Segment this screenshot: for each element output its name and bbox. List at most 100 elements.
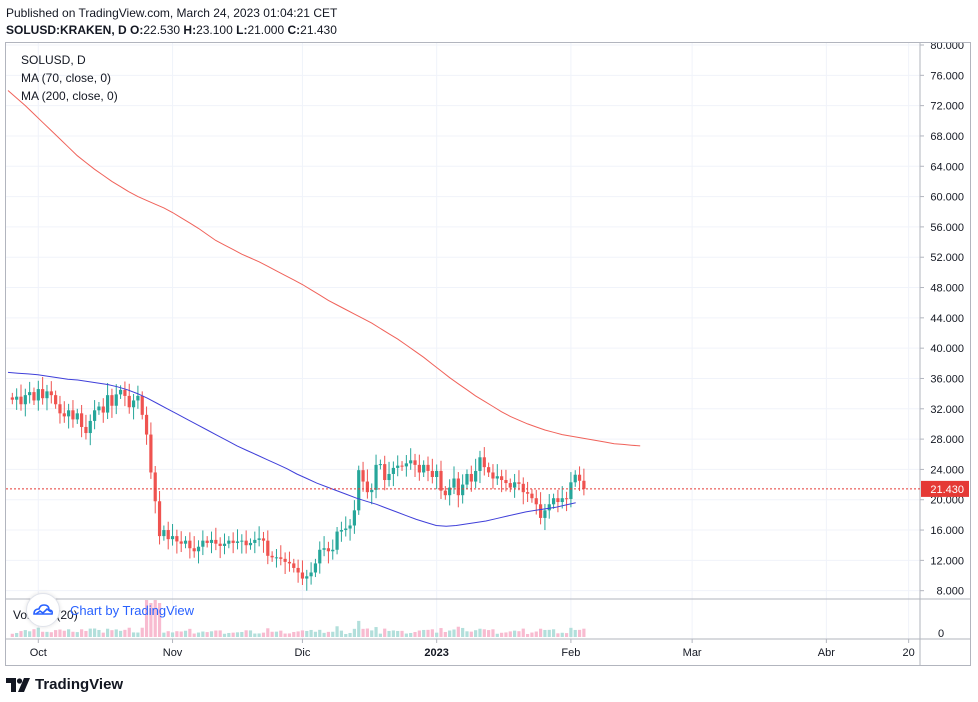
candle-body[interactable] <box>23 395 27 405</box>
candle-body[interactable] <box>123 389 127 396</box>
candle-body[interactable] <box>58 404 62 414</box>
candle-body[interactable] <box>214 539 218 544</box>
candle-body[interactable] <box>396 465 400 468</box>
candle-body[interactable] <box>400 465 404 467</box>
candle-body[interactable] <box>253 539 257 543</box>
candle-body[interactable] <box>443 490 447 496</box>
candle-body[interactable] <box>84 426 88 434</box>
candle-body[interactable] <box>344 528 348 531</box>
candle-body[interactable] <box>564 498 569 500</box>
candle-body[interactable] <box>28 392 32 396</box>
candle-body[interactable] <box>179 541 183 544</box>
candle-body[interactable] <box>140 395 144 415</box>
candle-body[interactable] <box>478 457 482 471</box>
candle-body[interactable] <box>517 482 521 484</box>
candle-body[interactable] <box>32 392 36 401</box>
candle-body[interactable] <box>227 540 231 544</box>
candle-body[interactable] <box>257 538 261 540</box>
candle-body[interactable] <box>231 540 235 543</box>
candle-body[interactable] <box>131 400 136 408</box>
candle-body[interactable] <box>530 493 534 499</box>
candle-body[interactable] <box>313 563 318 573</box>
tradingview-watermark[interactable]: Chart by TradingView <box>26 593 194 627</box>
price-chart[interactable]: 80.000 76.000 72.000 68.000 64.000 60.000 56.0… <box>6 43 970 665</box>
candle-body[interactable] <box>404 463 408 467</box>
candle-body[interactable] <box>569 482 573 499</box>
candle-body[interactable] <box>166 530 170 540</box>
candle-body[interactable] <box>322 548 326 550</box>
candle-body[interactable] <box>19 396 23 405</box>
candle-body[interactable] <box>348 525 352 529</box>
candle-body[interactable] <box>521 483 525 493</box>
candle-body[interactable] <box>309 572 313 577</box>
candle-body[interactable] <box>209 539 214 543</box>
candle-body[interactable] <box>175 536 179 542</box>
candle-body[interactable] <box>240 540 244 542</box>
candle-body[interactable] <box>270 555 274 558</box>
candle-body[interactable] <box>93 410 97 421</box>
candle-body[interactable] <box>335 531 339 550</box>
candle-body[interactable] <box>456 478 460 496</box>
candle-body[interactable] <box>452 478 456 488</box>
candle-body[interactable] <box>80 413 84 427</box>
candle-body[interactable] <box>487 467 491 473</box>
candle-body[interactable] <box>378 464 382 466</box>
candle-body[interactable] <box>266 540 270 556</box>
candle-body[interactable] <box>88 420 92 434</box>
candle-body[interactable] <box>495 476 499 479</box>
candle-body[interactable] <box>417 464 421 473</box>
candle-body[interactable] <box>439 470 443 491</box>
candle-body[interactable] <box>538 504 543 518</box>
candle-body[interactable] <box>474 470 478 482</box>
candle-body[interactable] <box>75 413 79 420</box>
candle-body[interactable] <box>292 563 296 568</box>
candle-body[interactable] <box>192 548 196 552</box>
candle-body[interactable] <box>49 391 53 396</box>
candle-body[interactable] <box>534 498 538 505</box>
candle-body[interactable] <box>551 498 556 505</box>
candle-body[interactable] <box>101 406 105 413</box>
candle-body[interactable] <box>144 414 149 435</box>
candle-body[interactable] <box>305 576 309 579</box>
candle-body[interactable] <box>196 546 201 552</box>
candle-body[interactable] <box>41 389 45 399</box>
candle-body[interactable] <box>15 396 19 400</box>
candle-body[interactable] <box>97 406 101 411</box>
candle-body[interactable] <box>482 457 486 468</box>
candle-body[interactable] <box>54 395 58 405</box>
candle-body[interactable] <box>105 395 110 413</box>
candle-body[interactable] <box>183 540 188 544</box>
candle-body[interactable] <box>383 464 387 481</box>
candle-body[interactable] <box>149 434 153 473</box>
candle-body[interactable] <box>409 460 413 464</box>
candle-body[interactable] <box>127 395 131 408</box>
candle-body[interactable] <box>461 484 465 496</box>
candle-body[interactable] <box>413 460 417 465</box>
candle-body[interactable] <box>573 474 577 483</box>
candle-body[interactable] <box>36 389 40 401</box>
candle-body[interactable] <box>352 510 356 526</box>
candle-body[interactable] <box>162 530 166 537</box>
candle-body[interactable] <box>422 464 426 473</box>
candle-body[interactable] <box>465 473 469 485</box>
candle-body[interactable] <box>391 467 395 474</box>
candle-body[interactable] <box>274 557 279 559</box>
candle-body[interactable] <box>331 549 335 552</box>
candle-body[interactable] <box>513 482 517 488</box>
candle-body[interactable] <box>361 470 365 482</box>
candle-body[interactable] <box>430 470 434 477</box>
candle-body[interactable] <box>547 504 551 511</box>
candle-body[interactable] <box>218 543 222 546</box>
candle-body[interactable] <box>526 492 530 494</box>
candle-body[interactable] <box>365 481 369 493</box>
candle-body[interactable] <box>279 557 283 559</box>
candle-body[interactable] <box>170 536 175 540</box>
candle-body[interactable] <box>374 464 378 490</box>
candle-body[interactable] <box>261 538 266 541</box>
candle-body[interactable] <box>504 480 508 484</box>
candle-body[interactable] <box>45 391 49 399</box>
candle-body[interactable] <box>118 389 123 395</box>
candle-body[interactable] <box>157 501 162 537</box>
candle-body[interactable] <box>67 410 71 417</box>
candle-body[interactable] <box>326 548 331 552</box>
